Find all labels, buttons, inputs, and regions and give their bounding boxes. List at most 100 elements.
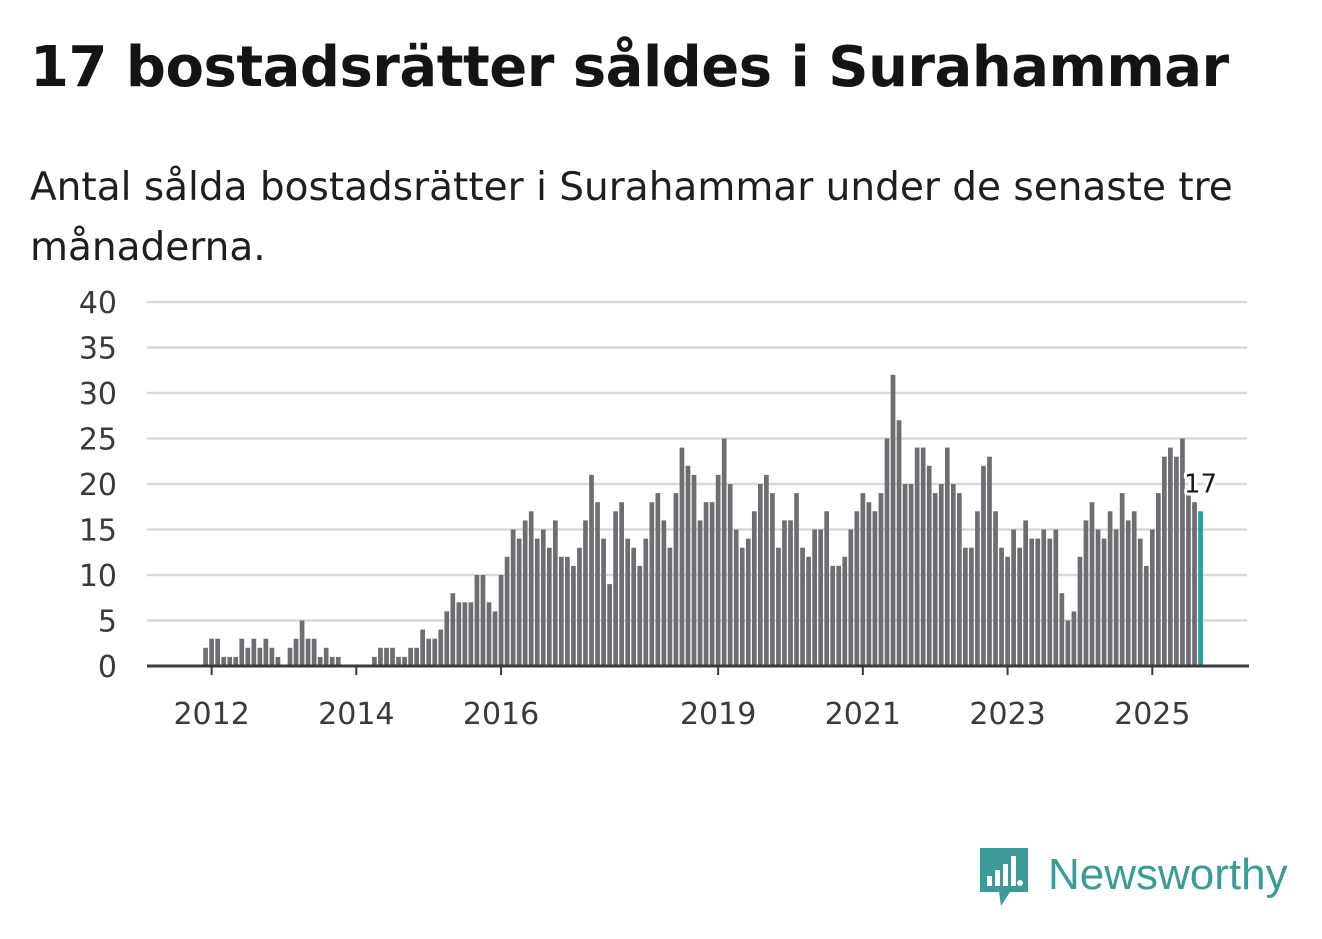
bar bbox=[999, 547, 1004, 666]
bar bbox=[794, 493, 799, 666]
bar bbox=[287, 647, 293, 666]
bar bbox=[492, 611, 498, 666]
bar bbox=[1035, 538, 1041, 666]
bar bbox=[1011, 529, 1016, 666]
bar bbox=[1113, 529, 1119, 666]
bar bbox=[884, 438, 890, 666]
bar bbox=[643, 538, 649, 666]
brand-logo: Newsworthy bbox=[980, 848, 1288, 910]
bar bbox=[1131, 511, 1137, 666]
bar bbox=[926, 465, 932, 666]
bar bbox=[293, 638, 299, 666]
bar bbox=[601, 538, 606, 666]
bar bbox=[486, 602, 492, 666]
bar bbox=[480, 575, 486, 666]
bar bbox=[540, 529, 546, 666]
bar bbox=[450, 593, 456, 666]
bar bbox=[468, 602, 474, 666]
bar bbox=[721, 438, 727, 666]
bar bbox=[263, 638, 269, 666]
bar bbox=[715, 474, 721, 666]
y-tick-label: 25 bbox=[79, 423, 117, 458]
bar bbox=[637, 565, 643, 666]
bar bbox=[975, 511, 980, 666]
bar bbox=[438, 629, 444, 666]
bar bbox=[1192, 502, 1197, 666]
bar bbox=[631, 547, 637, 666]
bar bbox=[776, 547, 781, 666]
bar bbox=[812, 529, 817, 666]
bar bbox=[432, 638, 438, 666]
bar bbox=[987, 456, 992, 666]
bar bbox=[1065, 620, 1071, 666]
bar bbox=[565, 556, 570, 666]
bar bbox=[1180, 438, 1185, 666]
y-tick-label: 20 bbox=[79, 468, 117, 503]
bar bbox=[384, 647, 389, 666]
bar bbox=[842, 556, 848, 666]
bar bbox=[697, 520, 703, 666]
bar bbox=[546, 547, 552, 666]
y-tick-label: 30 bbox=[79, 377, 117, 412]
bar bbox=[323, 647, 329, 666]
bar bbox=[474, 575, 480, 666]
bar bbox=[534, 538, 540, 666]
newsworthy-logo-icon bbox=[980, 848, 1028, 906]
bar bbox=[595, 502, 600, 666]
bar bbox=[824, 511, 830, 666]
brand-name: Newsworthy bbox=[1048, 850, 1288, 899]
bar bbox=[1119, 493, 1125, 666]
bar bbox=[317, 656, 323, 666]
bar bbox=[691, 474, 697, 666]
bar bbox=[396, 656, 401, 666]
bar bbox=[613, 511, 618, 666]
y-tick-label: 15 bbox=[79, 514, 117, 549]
bar bbox=[709, 502, 715, 666]
bar bbox=[1077, 556, 1083, 666]
bar bbox=[203, 647, 208, 666]
bar bbox=[1162, 456, 1167, 666]
y-tick-label: 0 bbox=[98, 650, 117, 685]
bar bbox=[854, 511, 860, 666]
bar bbox=[770, 493, 775, 666]
bar bbox=[1053, 529, 1059, 666]
bar bbox=[1041, 529, 1047, 666]
bar bbox=[510, 529, 516, 666]
x-tick-label: 2012 bbox=[173, 697, 249, 732]
bar bbox=[764, 474, 769, 666]
bar bbox=[914, 447, 920, 666]
bar bbox=[920, 447, 926, 666]
bar bbox=[836, 565, 842, 666]
bar bbox=[758, 484, 763, 666]
bar bbox=[1005, 556, 1010, 666]
bar bbox=[1083, 520, 1089, 666]
bar bbox=[950, 484, 956, 666]
bar bbox=[577, 547, 582, 666]
bar bbox=[233, 656, 239, 666]
bar bbox=[751, 511, 757, 666]
bar bbox=[335, 656, 341, 666]
bar bbox=[504, 556, 510, 666]
bar bbox=[938, 484, 944, 666]
bar bbox=[420, 629, 426, 666]
bar bbox=[673, 493, 679, 666]
bar bbox=[788, 520, 793, 666]
x-tick-label: 2016 bbox=[463, 697, 539, 732]
bar bbox=[522, 520, 528, 666]
bar bbox=[378, 647, 383, 666]
bar bbox=[390, 647, 395, 666]
bar bbox=[1017, 547, 1022, 666]
x-tick-label: 2019 bbox=[680, 697, 756, 732]
bar bbox=[444, 611, 450, 666]
bar bbox=[275, 656, 281, 666]
bar bbox=[251, 638, 257, 666]
bar bbox=[1155, 493, 1161, 666]
bar bbox=[848, 529, 854, 666]
bar bbox=[655, 493, 661, 666]
bar bbox=[685, 465, 691, 666]
x-tick-label: 2025 bbox=[1114, 697, 1190, 732]
bar bbox=[1174, 456, 1179, 666]
bar bbox=[299, 620, 305, 666]
bar bbox=[969, 547, 974, 666]
bar bbox=[1125, 520, 1131, 666]
